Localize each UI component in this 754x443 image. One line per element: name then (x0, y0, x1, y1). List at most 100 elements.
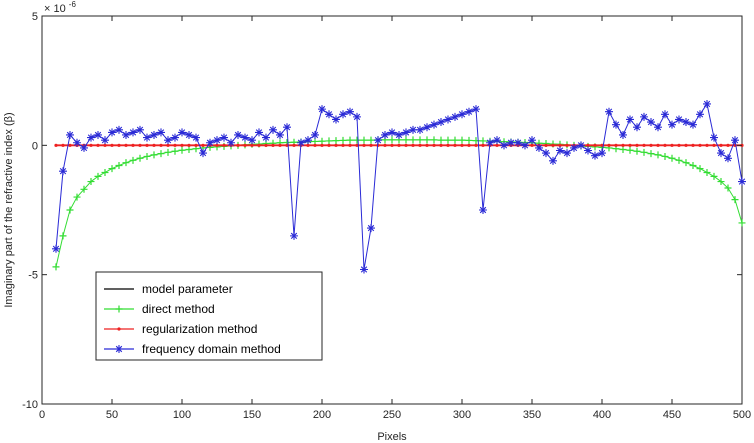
data-point-direct-method (717, 178, 725, 186)
data-point-frequency-domain-method (661, 110, 669, 119)
data-point-frequency-domain-method (451, 112, 459, 121)
data-point-direct-method (724, 184, 732, 192)
data-point-regularization-method (453, 143, 457, 147)
data-point-regularization-method (460, 143, 464, 147)
legend-label: frequency domain method (142, 342, 281, 356)
data-point-frequency-domain-method (542, 149, 550, 158)
data-point-frequency-domain-method (486, 138, 494, 147)
data-point-frequency-domain-method (262, 133, 270, 142)
data-point-frequency-domain-method (381, 130, 389, 139)
data-point-frequency-domain-method (360, 265, 368, 274)
x-tick-label: 250 (383, 409, 401, 421)
data-point-frequency-domain-method (101, 136, 109, 145)
data-point-regularization-method (614, 143, 618, 147)
data-point-frequency-domain-method (570, 143, 578, 152)
data-point-frequency-domain-method (220, 133, 228, 142)
data-point-direct-method (157, 150, 165, 158)
legend-item-regularization-method: regularization method (104, 322, 257, 336)
data-point-regularization-method (257, 143, 261, 147)
data-point-frequency-domain-method (213, 136, 221, 145)
data-point-direct-method (423, 136, 431, 144)
data-point-frequency-domain-method (339, 110, 347, 119)
data-point-regularization-method (670, 143, 674, 147)
data-point-direct-method (458, 136, 466, 144)
data-point-frequency-domain-method (500, 141, 508, 150)
legend-item-frequency-domain-method: frequency domain method (104, 342, 281, 356)
data-point-regularization-method (271, 143, 275, 147)
data-point-direct-method (143, 152, 151, 160)
data-point-regularization-method (54, 143, 58, 147)
data-point-frequency-domain-method (248, 136, 256, 145)
data-point-direct-method (619, 145, 627, 153)
data-point-regularization-method (341, 143, 345, 147)
data-point-direct-method (416, 136, 424, 144)
data-point-regularization-method (159, 143, 163, 147)
data-point-frequency-domain-method (59, 167, 67, 176)
data-point-regularization-method (292, 143, 296, 147)
legend-swatch-marker (117, 327, 121, 331)
data-point-direct-method (332, 137, 340, 145)
data-point-direct-method (178, 146, 186, 154)
data-point-direct-method (388, 136, 396, 144)
x-tick-label: 350 (523, 409, 541, 421)
data-point-frequency-domain-method (717, 149, 725, 158)
data-point-frequency-domain-method (150, 130, 158, 139)
data-point-frequency-domain-method (577, 141, 585, 150)
data-point-regularization-method (124, 143, 128, 147)
data-point-regularization-method (530, 143, 534, 147)
data-point-regularization-method (327, 143, 331, 147)
y-tick-label: -5 (28, 270, 38, 282)
data-point-direct-method (87, 178, 95, 186)
data-point-frequency-domain-method (605, 107, 613, 116)
data-point-frequency-domain-method (283, 123, 291, 132)
data-point-regularization-method (348, 143, 352, 147)
data-point-frequency-domain-method (115, 125, 123, 134)
data-point-frequency-domain-method (346, 107, 354, 116)
data-point-regularization-method (642, 143, 646, 147)
legend-label: model parameter (142, 282, 233, 296)
data-point-frequency-domain-method (584, 146, 592, 155)
data-point-frequency-domain-method (318, 105, 326, 114)
data-point-frequency-domain-method (185, 130, 193, 139)
data-point-frequency-domain-method (444, 115, 452, 124)
data-point-regularization-method (264, 143, 268, 147)
data-point-regularization-method (418, 143, 422, 147)
data-point-regularization-method (621, 143, 625, 147)
data-point-direct-method (647, 150, 655, 158)
data-point-direct-method (437, 136, 445, 144)
data-point-frequency-domain-method (479, 206, 487, 214)
data-point-frequency-domain-method (388, 128, 396, 137)
data-point-regularization-method (474, 143, 478, 147)
data-point-frequency-domain-method (87, 133, 95, 142)
data-point-regularization-method (110, 143, 114, 147)
data-point-regularization-method (397, 143, 401, 147)
x-tick-label: 300 (453, 409, 471, 421)
data-point-frequency-domain-method (304, 136, 312, 145)
data-point-regularization-method (607, 143, 611, 147)
data-point-regularization-method (278, 143, 282, 147)
data-point-frequency-domain-method (465, 107, 473, 116)
data-point-regularization-method (712, 143, 716, 147)
data-point-direct-method (115, 162, 123, 170)
data-point-regularization-method (635, 143, 639, 147)
data-point-regularization-method (313, 143, 317, 147)
data-point-direct-method (367, 136, 375, 144)
data-point-frequency-domain-method (437, 118, 445, 127)
legend-item-direct-method: direct method (104, 302, 215, 316)
data-point-frequency-domain-method (129, 128, 137, 137)
data-point-frequency-domain-method (80, 143, 88, 152)
data-point-direct-method (710, 172, 718, 180)
data-point-frequency-domain-method (108, 128, 116, 137)
data-point-direct-method (703, 168, 711, 176)
legend-label: regularization method (142, 322, 257, 336)
data-point-direct-method (479, 137, 487, 145)
data-point-regularization-method (684, 143, 688, 147)
data-point-frequency-domain-method (493, 136, 501, 145)
data-point-regularization-method (432, 143, 436, 147)
data-point-direct-method (136, 154, 144, 162)
data-point-frequency-domain-method (430, 120, 438, 129)
data-point-direct-method (661, 152, 669, 160)
legend: model parameter direct method regularizati… (95, 271, 323, 361)
data-point-regularization-method (117, 143, 121, 147)
data-point-regularization-method (166, 143, 170, 147)
